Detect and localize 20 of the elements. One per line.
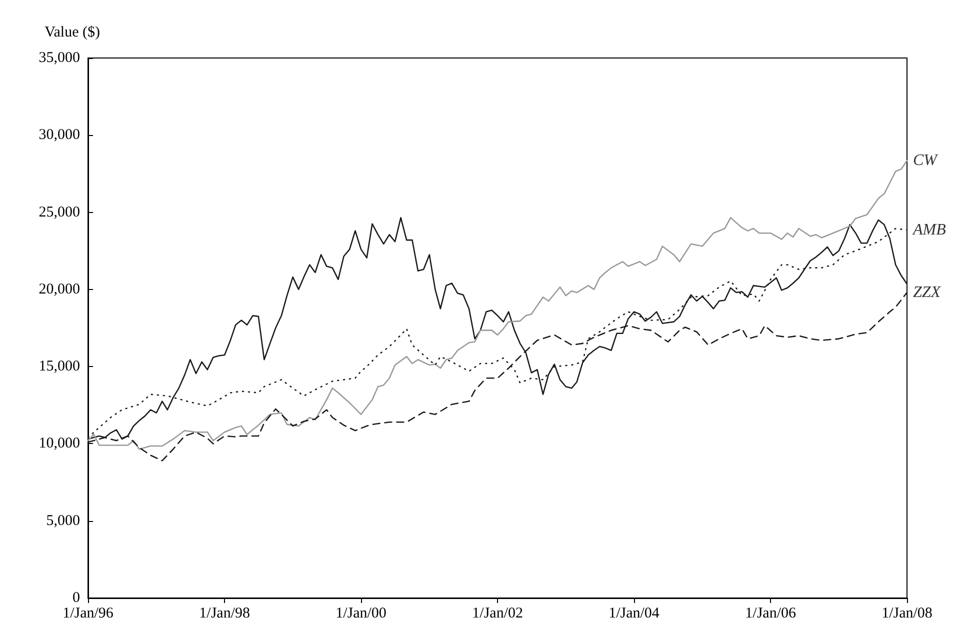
x-tick-label: 1/Jan/98 (199, 606, 250, 622)
x-tick-label: 1/Jan/06 (745, 606, 796, 622)
y-tick-label: 5,000 (46, 512, 80, 529)
y-tick-label: 10,000 (38, 436, 80, 452)
x-tick-label: 1/Jan/00 (336, 606, 386, 622)
series-label: CW (913, 152, 939, 170)
y-tick-label: 20,000 (38, 281, 80, 298)
y-tick-label: 0 (72, 590, 80, 606)
x-tick-label: 1/Jan/96 (62, 606, 114, 622)
y-tick-label: 35,000 (38, 50, 80, 66)
y-tick-label: 25,000 (38, 204, 80, 220)
y-axis-title: Value ($) (44, 24, 100, 40)
x-tick-label: 1/Jan/04 (608, 606, 660, 622)
y-tick-label: 30,000 (38, 127, 80, 144)
line-series (87, 160, 908, 450)
series-label: AMB (912, 222, 946, 239)
x-tick-label: 1/Jan/02 (472, 606, 524, 622)
y-tick-label: 15,000 (38, 358, 80, 375)
series-label: ZZX (913, 284, 942, 302)
x-tick-label: 1/Jan/08 (882, 606, 932, 622)
